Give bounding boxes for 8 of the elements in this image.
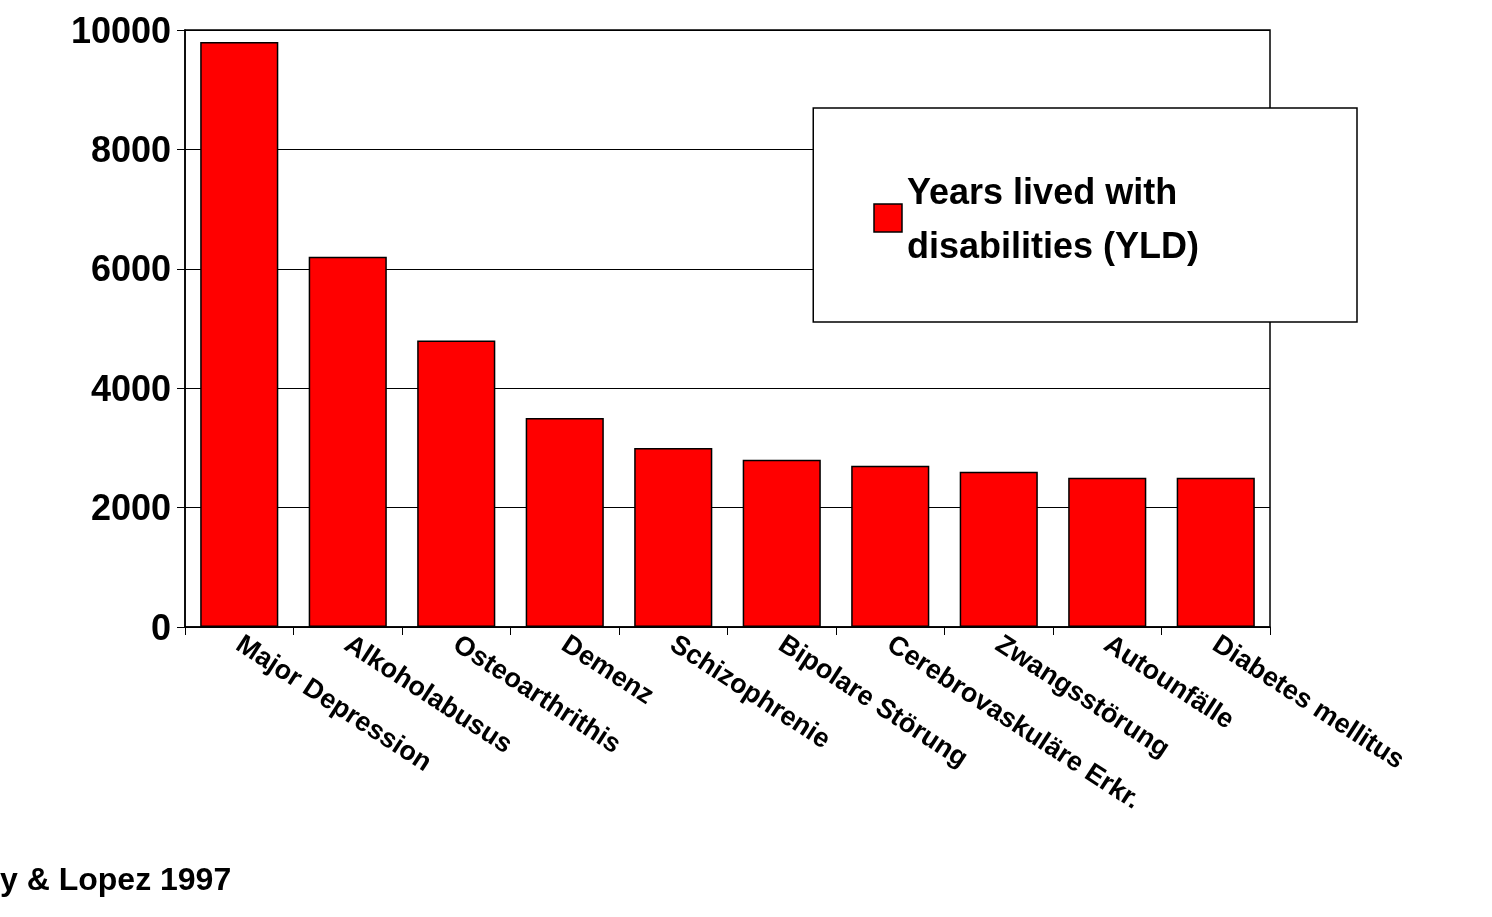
y-tick-label: 6000 [90,248,171,290]
text: y & Lopez 1997 [0,861,232,897]
y-tick-label: 0 [150,606,171,648]
y-tick-label: 8000 [90,128,171,170]
y-tick-label: 2000 [90,487,171,529]
legend-label: Years lived with disabilities (YLD) [907,170,1200,266]
y-tick-label: 4000 [90,367,171,409]
y-tick-label: 10000 [70,9,171,51]
